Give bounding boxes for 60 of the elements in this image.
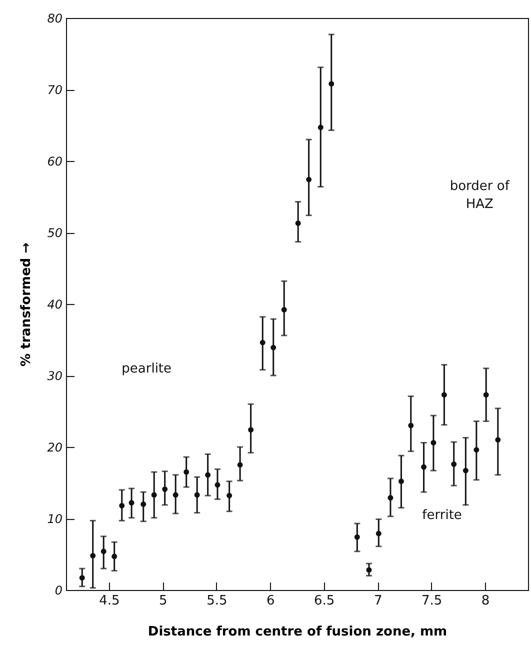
- point: [140, 501, 146, 507]
- x-tick-label: 7: [374, 594, 382, 608]
- point: [421, 464, 427, 470]
- point: [162, 486, 168, 492]
- point: [366, 567, 372, 573]
- y-tick-label: 30: [47, 369, 63, 383]
- point: [430, 440, 436, 446]
- point: [281, 306, 287, 312]
- point: [451, 461, 457, 467]
- point: [248, 427, 254, 433]
- point: [226, 492, 232, 498]
- point: [318, 124, 324, 130]
- y-tick-label: 60: [47, 154, 63, 168]
- point: [474, 447, 480, 453]
- y-tick-label: 0: [54, 584, 63, 598]
- y-tick-label: 40: [47, 298, 63, 312]
- point: [306, 176, 312, 182]
- y-axis-title: % transformed →: [19, 242, 34, 367]
- point: [214, 482, 220, 488]
- x-tick-label: 5: [159, 594, 168, 608]
- x-tick-label: 6.5: [314, 594, 335, 608]
- point: [90, 552, 96, 558]
- x-tick-label: 4.5: [99, 594, 120, 608]
- annotation: border of HAZ: [450, 179, 510, 212]
- point: [441, 392, 447, 398]
- point: [172, 492, 178, 498]
- point: [354, 534, 360, 540]
- point: [462, 468, 468, 474]
- point: [398, 478, 404, 484]
- point: [79, 575, 85, 581]
- point: [328, 81, 334, 87]
- y-tick-label: 10: [47, 512, 63, 526]
- annotation: pearlite: [122, 361, 172, 376]
- point: [260, 340, 266, 346]
- x-tick-label: 5.5: [206, 594, 228, 608]
- point: [408, 422, 414, 428]
- x-tick-label: 7.5: [421, 594, 442, 608]
- point: [194, 492, 200, 498]
- point: [119, 502, 125, 508]
- point: [388, 495, 394, 500]
- x-tick-label: 6: [266, 594, 275, 608]
- annotation: ferrite: [422, 508, 462, 523]
- point: [128, 500, 134, 506]
- point: [270, 344, 276, 350]
- y-tick-label: 50: [47, 226, 63, 240]
- point: [495, 437, 501, 443]
- point: [205, 472, 211, 478]
- point: [295, 220, 301, 226]
- y-tick-label: 80: [47, 12, 63, 26]
- x-axis-title: Distance from centre of fusion zone, mm: [148, 624, 448, 640]
- point: [151, 492, 157, 498]
- x-tick-label: 8: [481, 594, 490, 608]
- point: [112, 554, 118, 560]
- y-tick-label: 70: [47, 83, 63, 97]
- point: [237, 462, 243, 468]
- point: [100, 548, 106, 554]
- point: [483, 392, 489, 398]
- point: [376, 530, 382, 536]
- point: [184, 469, 190, 475]
- y-tick-label: 20: [47, 440, 63, 454]
